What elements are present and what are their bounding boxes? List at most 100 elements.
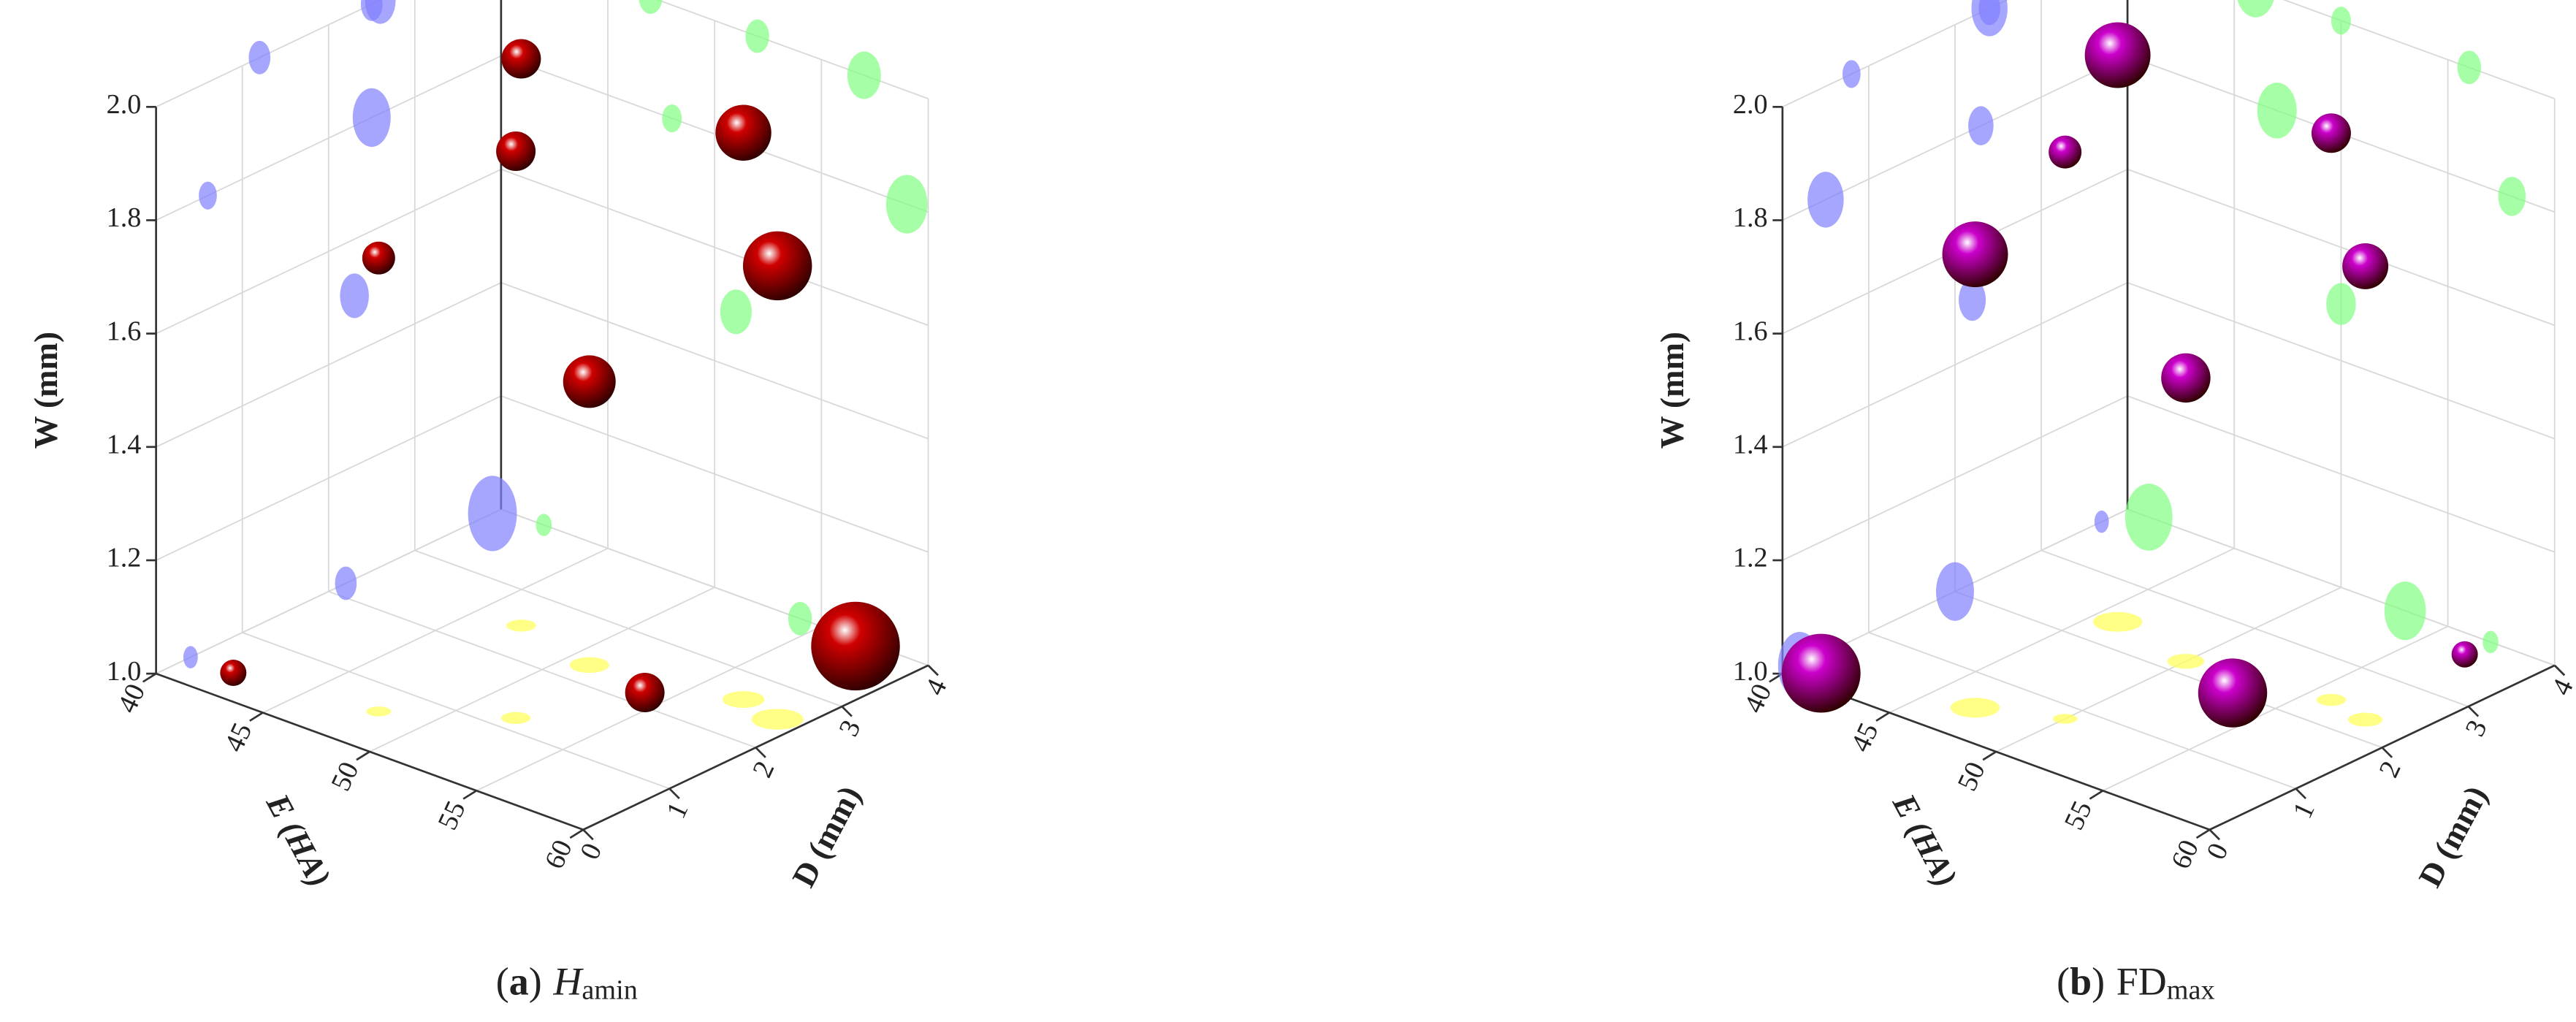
z-tick-label: 1.0	[1733, 656, 1768, 687]
grid-line	[328, 590, 756, 749]
x-tick	[1875, 712, 1890, 722]
y-wall-shadow	[2331, 7, 2351, 35]
caption: (b) FDmax	[2057, 960, 2214, 1005]
caption: (a) Hamin	[496, 960, 638, 1005]
x-tick	[462, 790, 477, 800]
y-tick	[582, 828, 594, 841]
y-wall-shadow	[720, 289, 752, 335]
floor-shadow	[2167, 654, 2205, 669]
y-wall-shadow	[2257, 83, 2297, 139]
sphere	[2084, 22, 2151, 88]
y-wall-shadow	[662, 104, 682, 133]
y-wall-shadow	[2125, 484, 2173, 551]
y-tick	[841, 706, 853, 717]
x-wall-shadow	[199, 181, 217, 210]
x-tick	[1982, 750, 1997, 761]
z-tick-label: 1.8	[107, 202, 142, 233]
floor-shadow	[751, 709, 804, 730]
grid-line	[156, 0, 382, 108]
grid-line	[414, 549, 842, 707]
z-tick-label: 1.2	[107, 543, 142, 573]
caption-part: H	[552, 960, 584, 1004]
y-tick	[2467, 706, 2480, 717]
sphere	[220, 660, 247, 686]
y-wall-shadow	[788, 601, 812, 636]
caption-part: a	[509, 960, 529, 1004]
sphere	[625, 672, 665, 712]
floor-shadow	[366, 706, 392, 717]
x-tick	[569, 828, 584, 839]
x-wall-shadow	[1807, 172, 1844, 228]
z-tick-label: 1.6	[1733, 316, 1768, 346]
sphere	[563, 355, 616, 408]
y-tick	[755, 747, 766, 758]
y-tick	[927, 664, 939, 676]
caption-part: max	[2167, 975, 2215, 1005]
x-wall-shadow	[1978, 0, 2001, 26]
x-wall-shadow	[1959, 278, 1986, 321]
y-wall-shadow	[2482, 630, 2499, 654]
grid-line	[156, 282, 502, 448]
grid-line	[2040, 549, 2469, 707]
grid-line	[1782, 282, 2128, 448]
sphere	[715, 104, 771, 161]
sphere	[501, 39, 541, 79]
caption-part: amin	[582, 975, 637, 1005]
y-tick	[2381, 747, 2393, 758]
y-wall-shadow	[847, 51, 881, 99]
y-wall-shadow	[2457, 50, 2482, 85]
grid-line	[2127, 168, 2556, 327]
x-tick	[2089, 790, 2104, 800]
floor-shadow	[1950, 698, 2000, 718]
y-wall-shadow	[2498, 177, 2526, 216]
y-wall-shadow	[536, 514, 552, 536]
grid-line	[1782, 0, 2009, 108]
floor-shadow	[2316, 694, 2347, 706]
sphere	[811, 601, 900, 691]
caption-part: (	[2057, 960, 2070, 1004]
sphere	[2198, 658, 2268, 728]
grid-line	[1954, 590, 2382, 749]
z-tick-label: 1.8	[1733, 202, 1768, 233]
caption-part: FD	[2116, 960, 2167, 1004]
grid-line	[242, 632, 670, 790]
grid-line	[2127, 395, 2556, 553]
y-wall-shadow	[2326, 283, 2356, 325]
z-tick-label: 2.0	[107, 89, 142, 120]
y-wall-shadow	[639, 0, 663, 15]
grid-line	[500, 55, 929, 213]
z-tick-label: 1.4	[107, 430, 142, 460]
sphere	[1781, 633, 1861, 713]
floor-shadow	[506, 619, 536, 632]
sphere	[2311, 113, 2351, 153]
floor-shadow	[2347, 712, 2383, 727]
floor-shadow	[569, 657, 609, 674]
x-wall-shadow	[2094, 510, 2109, 533]
grid-line	[156, 168, 502, 335]
y-tick	[2209, 828, 2220, 841]
x-tick	[2195, 828, 2211, 839]
sphere	[2161, 353, 2211, 403]
x-wall-shadow	[335, 566, 357, 600]
z-axis-title: W (mm)	[1654, 332, 1691, 449]
floor-shadow	[722, 691, 765, 709]
x-tick	[249, 712, 264, 722]
sphere	[362, 241, 395, 275]
sphere	[2342, 243, 2389, 289]
y-tick	[2553, 664, 2566, 676]
grid-line	[500, 168, 929, 327]
x-wall-shadow	[248, 40, 271, 75]
sphere	[2049, 135, 2082, 169]
sphere	[496, 131, 536, 172]
z-tick-label: 1.0	[107, 656, 142, 687]
x-wall-shadow	[1936, 562, 1974, 621]
sphere	[2451, 641, 2478, 668]
caption-part: (	[496, 960, 509, 1004]
sphere	[742, 231, 812, 301]
z-tick-label: 2.0	[1733, 89, 1768, 120]
y-wall-shadow	[2237, 0, 2274, 18]
sphere	[1942, 221, 2008, 288]
